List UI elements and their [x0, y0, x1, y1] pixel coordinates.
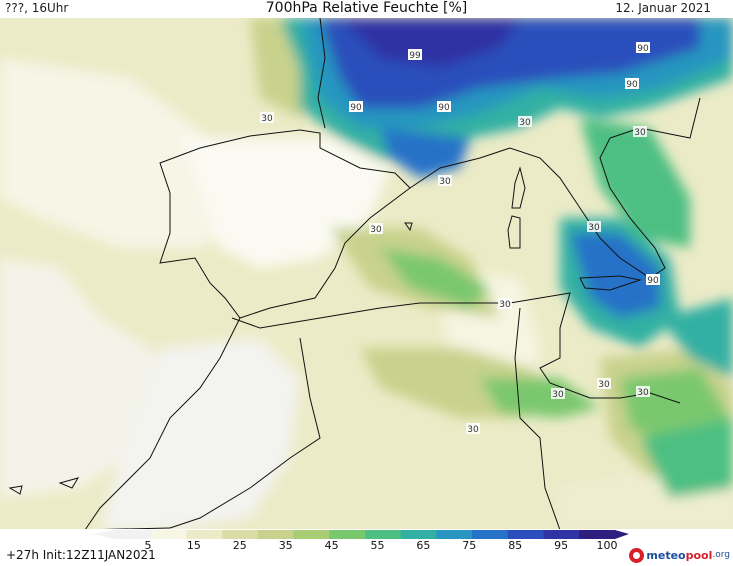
- meteopool-logo[interactable]: meteo pool .org: [629, 546, 730, 564]
- colorbar-cell: [365, 530, 402, 539]
- svg-text:30: 30: [467, 425, 479, 435]
- colorbar-cell: [543, 530, 580, 539]
- colorbar-cell: [115, 530, 152, 539]
- colorbar-cell: [222, 530, 259, 539]
- valid-date: 12. Januar 2021: [615, 1, 711, 15]
- svg-text:90: 90: [438, 103, 450, 113]
- colorbar: [0, 529, 733, 566]
- contour-label: 30: [260, 112, 274, 124]
- contour-label: 30: [597, 378, 611, 390]
- contour-label: 30: [498, 298, 512, 310]
- logo-text-org: .org: [712, 550, 730, 560]
- colorbar-tick-label: 75: [462, 539, 477, 552]
- svg-text:30: 30: [439, 177, 451, 187]
- colorbar-cell: [329, 530, 366, 539]
- contour-label: 90: [625, 78, 639, 90]
- colorbar-tick-label: 85: [508, 539, 523, 552]
- contour-labels: 99 90 90 90 90 30 30 30 30 30 30 30 30 30 90 30 30: [260, 42, 660, 435]
- colorbar-cell: [186, 530, 223, 539]
- svg-text:90: 90: [350, 103, 362, 113]
- forecast-run-info: +27h Init:12Z11JAN2021: [6, 548, 156, 562]
- contour-label: 90: [636, 42, 650, 54]
- contour-label: 30: [551, 388, 565, 400]
- svg-text:30: 30: [519, 118, 531, 128]
- colorbar-tick-label: 45: [324, 539, 339, 552]
- svg-text:30: 30: [588, 223, 600, 233]
- contour-label: 90: [349, 101, 363, 113]
- svg-text:30: 30: [634, 128, 646, 138]
- contour-label: 30: [518, 116, 532, 128]
- colorbar-tick-label: 35: [278, 539, 293, 552]
- contour-label: 90: [646, 274, 660, 286]
- colorbar-tick-label: 15: [186, 539, 201, 552]
- logo-icon: [629, 547, 645, 563]
- colorbar-tick-label: 95: [554, 539, 569, 552]
- contour-label: 30: [369, 223, 383, 235]
- humidity-field: [0, 18, 733, 530]
- humidity-map: 99 90 90 90 90 30 30 30 30 30 30 30 30 30 90 30 30: [0, 18, 733, 530]
- colorbar-tick-label: 100: [596, 539, 618, 552]
- colorbar-cell: [257, 530, 295, 539]
- contour-label: 30: [466, 423, 480, 435]
- colorbar-arrow-left: [93, 530, 115, 539]
- svg-text:99: 99: [409, 51, 421, 61]
- colorbar-cell: [150, 530, 187, 539]
- svg-text:90: 90: [637, 44, 649, 54]
- colorbar-arrow-right: [615, 530, 629, 539]
- colorbar-tick-label: 55: [370, 539, 385, 552]
- colorbar-tick-label: 65: [416, 539, 431, 552]
- contour-label: 90: [437, 101, 451, 113]
- logo-text-meteo: meteo: [646, 548, 686, 562]
- logo-text-pool: pool: [685, 548, 713, 562]
- colorbar-cell: [436, 530, 473, 539]
- contour-label: 30: [587, 221, 601, 233]
- svg-text:30: 30: [637, 388, 649, 398]
- svg-text:30: 30: [261, 114, 273, 124]
- colorbar-strip: [93, 530, 629, 539]
- svg-text:90: 90: [626, 80, 638, 90]
- run-label: ???, 16Uhr: [5, 1, 69, 15]
- svg-text:30: 30: [499, 300, 511, 310]
- colorbar-cell: [293, 530, 330, 539]
- colorbar-cell: [579, 530, 616, 539]
- colorbar-cell: [507, 530, 545, 539]
- svg-text:30: 30: [370, 225, 382, 235]
- map-title: 700hPa Relative Feuchte [%]: [265, 0, 468, 16]
- svg-text:30: 30: [598, 380, 610, 390]
- colorbar-cell: [472, 530, 509, 539]
- contour-label: 30: [636, 386, 650, 398]
- colorbar-tick-label: 25: [232, 539, 247, 552]
- header-bar: ???, 16Uhr 700hPa Relative Feuchte [%] 1…: [0, 0, 733, 18]
- svg-text:30: 30: [552, 390, 564, 400]
- svg-text:90: 90: [647, 276, 659, 286]
- contour-label: 30: [438, 175, 452, 187]
- colorbar-cell: [400, 530, 437, 539]
- contour-label: 99: [408, 49, 422, 61]
- colorbar-tick-label: 5: [144, 539, 152, 552]
- contour-label: 30: [633, 126, 647, 138]
